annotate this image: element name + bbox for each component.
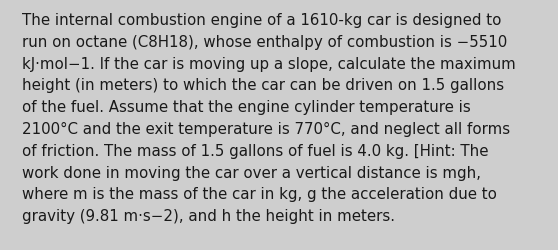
Text: gravity (9.81 m·s−2), and h the height in meters.: gravity (9.81 m·s−2), and h the height i… [22, 208, 395, 223]
Text: run on octane (C8H18), whose enthalpy of combustion is −5510: run on octane (C8H18), whose enthalpy of… [22, 35, 507, 50]
Text: of friction. The mass of 1.5 gallons of fuel is 4.0 kg. [Hint: The: of friction. The mass of 1.5 gallons of … [22, 143, 488, 158]
Text: 2100°C and the exit temperature is 770°C, and neglect all forms: 2100°C and the exit temperature is 770°C… [22, 122, 510, 136]
Text: kJ·mol−1. If the car is moving up a slope, calculate the maximum: kJ·mol−1. If the car is moving up a slop… [22, 56, 516, 71]
Text: work done in moving the car over a vertical distance is mgh,: work done in moving the car over a verti… [22, 165, 481, 180]
Text: of the fuel. Assume that the engine cylinder temperature is: of the fuel. Assume that the engine cyli… [22, 100, 471, 115]
Text: height (in meters) to which the car can be driven on 1.5 gallons: height (in meters) to which the car can … [22, 78, 504, 93]
Text: The internal combustion engine of a 1610-kg car is designed to: The internal combustion engine of a 1610… [22, 13, 502, 28]
Text: where m is the mass of the car in kg, g the acceleration due to: where m is the mass of the car in kg, g … [22, 187, 497, 202]
